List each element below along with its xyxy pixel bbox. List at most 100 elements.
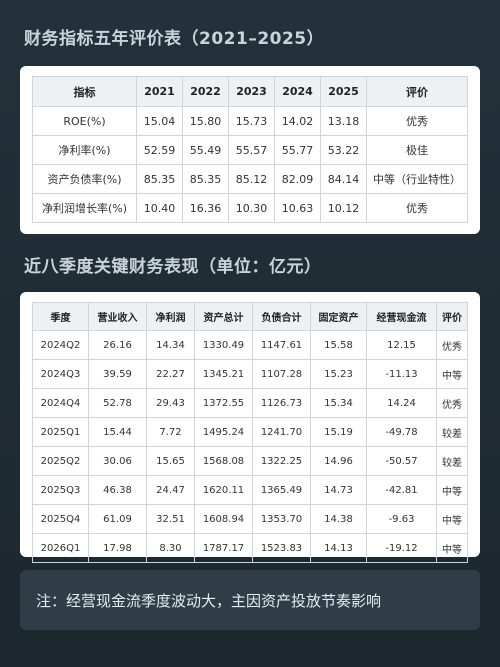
table-cell: 61.09 [88,504,147,534]
table-cell: 1568.08 [194,446,253,476]
table-cell: 2025Q4 [32,504,89,534]
table-row: 2026Q1 17.98 8.30 1787.17 1523.83 14.13 … [32,533,468,563]
table-cell: 14.96 [310,446,367,476]
header-cell: 2022 [182,76,229,107]
table-row: 2024Q2 26.16 14.34 1330.49 1147.61 15.58… [32,330,468,360]
table-cell: 优秀 [436,330,468,360]
table-cell: 30.06 [88,446,147,476]
table-cell: 15.04 [136,106,183,136]
table-cell: 10.40 [136,193,183,223]
table-cell: 53.22 [320,135,367,165]
table-row: 净利率(%) 52.59 55.49 55.57 55.77 53.22 极佳 [32,135,468,165]
table-row: 资产负债率(%) 85.35 85.35 85.12 82.09 84.14 中… [32,164,468,194]
table-cell: -42.81 [366,475,437,505]
table-cell: 资产负债率(%) [32,164,137,194]
header-cell: 2025 [320,76,367,107]
table-header-row: 季度 营业收入 净利润 资产总计 负债合计 固定资产 经营现金流 评价 [32,302,468,331]
header-cell: 季度 [32,302,89,331]
table-cell: 29.43 [146,388,195,418]
table-cell: 14.73 [310,475,367,505]
table-cell: -9.63 [366,504,437,534]
table-cell: 1372.55 [194,388,253,418]
table-cell: 2025Q3 [32,475,89,505]
table-cell: 2024Q4 [32,388,89,418]
table-cell: 39.59 [88,359,147,389]
table-cell: 10.30 [228,193,275,223]
table-cell: -49.78 [366,417,437,447]
table-cell: 1126.73 [252,388,311,418]
table-cell: 1608.94 [194,504,253,534]
table-cell: 82.09 [274,164,321,194]
quarterly-performance-table: 季度 营业收入 净利润 资产总计 负债合计 固定资产 经营现金流 评价 2024… [32,302,468,563]
table-cell: 2024Q2 [32,330,89,360]
table-cell: 52.59 [136,135,183,165]
header-cell: 2021 [136,76,183,107]
table-cell: 15.73 [228,106,275,136]
header-cell: 评价 [436,302,468,331]
table-cell: 优秀 [436,388,468,418]
table-cell: 较差 [436,417,468,447]
table-cell: 85.35 [136,164,183,194]
table-row: ROE(%) 15.04 15.80 15.73 14.02 13.18 优秀 [32,106,468,136]
table-cell: -50.57 [366,446,437,476]
table-cell: 1330.49 [194,330,253,360]
table-cell: 中等 [436,475,468,505]
table-row: 2024Q3 39.59 22.27 1345.21 1107.28 15.23… [32,359,468,389]
table-cell: 85.12 [228,164,275,194]
table-cell: 84.14 [320,164,367,194]
table-cell: 1345.21 [194,359,253,389]
table-cell: 1322.25 [252,446,311,476]
header-cell: 营业收入 [88,302,147,331]
header-cell: 经营现金流 [366,302,437,331]
table-cell: -19.12 [366,533,437,563]
table-cell: 中等 [436,359,468,389]
table-cell: 1523.83 [252,533,311,563]
section-title-quarterly: 近八季度关键财务表现（单位：亿元） [24,257,322,277]
table-cell: 10.63 [274,193,321,223]
table-header-row: 指标 2021 2022 2023 2024 2025 评价 [32,76,468,107]
table-cell: 24.47 [146,475,195,505]
table-cell: 1620.11 [194,475,253,505]
table-cell: 55.57 [228,135,275,165]
table-cell: 10.12 [320,193,367,223]
table-cell: 12.15 [366,330,437,360]
table-cell: 15.65 [146,446,195,476]
table-cell: 2026Q1 [32,533,89,563]
table-cell: 1787.17 [194,533,253,563]
section-title-five-year: 财务指标五年评价表（2021–2025） [24,29,325,49]
header-cell: 2024 [274,76,321,107]
five-year-evaluation-table: 指标 2021 2022 2023 2024 2025 评价 ROE(%) 15… [32,76,468,223]
table-cell: 14.38 [310,504,367,534]
table-cell: 7.72 [146,417,195,447]
table-row: 2025Q2 30.06 15.65 1568.08 1322.25 14.96… [32,446,468,476]
header-cell: 2023 [228,76,275,107]
footnote: 注：经营现金流季度波动大，主因资产投放节奏影响 [20,570,480,630]
table-row: 2025Q1 15.44 7.72 1495.24 1241.70 15.19 … [32,417,468,447]
table-cell: 中等 [436,504,468,534]
table-cell: 2025Q1 [32,417,89,447]
table-cell: 2025Q2 [32,446,89,476]
table-cell: 85.35 [182,164,229,194]
table-cell: 13.18 [320,106,367,136]
table-cell: 15.23 [310,359,367,389]
footnote-text: 注：经营现金流季度波动大，主因资产投放节奏影响 [36,591,382,610]
quarterly-table-card: 季度 营业收入 净利润 资产总计 负债合计 固定资产 经营现金流 评价 2024… [20,292,480,563]
header-cell: 资产总计 [194,302,253,331]
table-row: 2025Q4 61.09 32.51 1608.94 1353.70 14.38… [32,504,468,534]
table-cell: 14.13 [310,533,367,563]
table-cell: 32.51 [146,504,195,534]
header-cell: 固定资产 [310,302,367,331]
table-cell: 8.30 [146,533,195,563]
header-cell: 净利润 [146,302,195,331]
header-cell: 负债合计 [252,302,311,331]
table-cell: ROE(%) [32,106,137,136]
table-cell: 15.19 [310,417,367,447]
table-cell: 中等（行业特性） [366,164,468,194]
table-cell: 优秀 [366,106,468,136]
table-cell: 1353.70 [252,504,311,534]
table-cell: 14.24 [366,388,437,418]
table-cell: -11.13 [366,359,437,389]
five-year-table-card: 指标 2021 2022 2023 2024 2025 评价 ROE(%) 15… [20,66,480,234]
table-cell: 26.16 [88,330,147,360]
table-cell: 15.34 [310,388,367,418]
